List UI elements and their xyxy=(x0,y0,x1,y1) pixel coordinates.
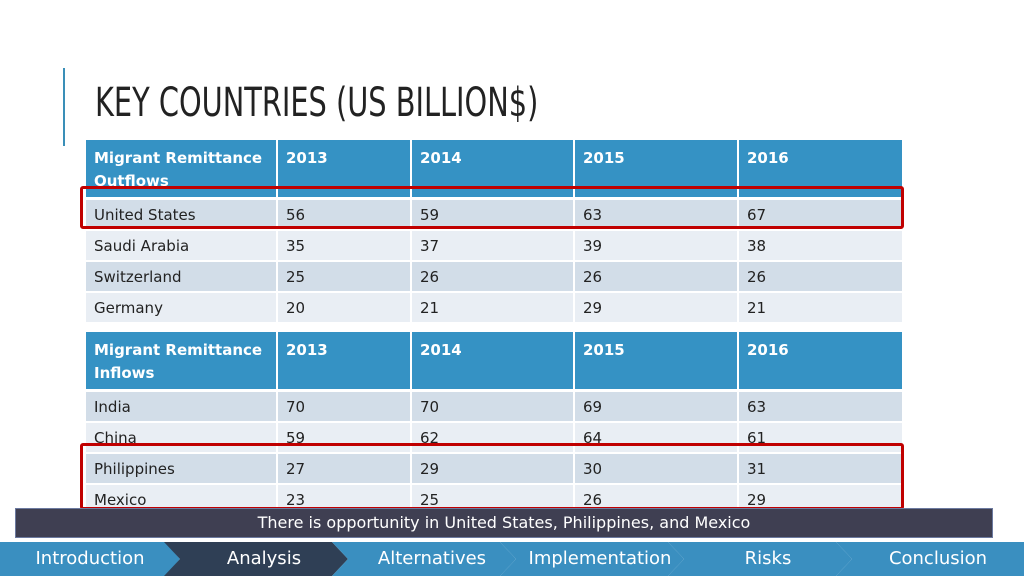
nav-step-label: Alternatives xyxy=(377,548,487,569)
nav-step-label: Implementation xyxy=(528,548,672,569)
outflows-table: Migrant Remittance Outflows 2013 2014 20… xyxy=(86,140,902,324)
value-cell: 27 xyxy=(278,454,412,485)
value-cell: 29 xyxy=(412,454,575,485)
value-cell: 21 xyxy=(412,293,575,324)
value-cell: 31 xyxy=(739,454,902,485)
nav-step-analysis[interactable]: Analysis xyxy=(164,542,348,576)
nav-step-label: Analysis xyxy=(226,548,302,569)
value-cell: 67 xyxy=(739,200,902,231)
outflows-header-2016: 2016 xyxy=(739,140,902,200)
nav-step-label: Introduction xyxy=(35,548,145,569)
nav-step-shape xyxy=(500,542,684,576)
nav-step-shape xyxy=(0,542,180,576)
section-nav: Introduction Analysis Alternatives Imple… xyxy=(0,542,1024,576)
nav-step-shape xyxy=(836,542,1024,576)
title-accent-bar xyxy=(63,68,65,146)
value-cell: 69 xyxy=(575,392,739,423)
value-cell: 70 xyxy=(278,392,412,423)
value-cell: 39 xyxy=(575,231,739,262)
value-cell: 25 xyxy=(278,262,412,293)
value-cell: 21 xyxy=(739,293,902,324)
outflows-header-row: Migrant Remittance Outflows 2013 2014 20… xyxy=(86,140,902,200)
country-cell: Germany xyxy=(86,293,278,324)
country-cell: Saudi Arabia xyxy=(86,231,278,262)
table-row: Saudi Arabia 35 37 39 38 xyxy=(86,231,902,262)
nav-step-shape xyxy=(668,542,852,576)
value-cell: 30 xyxy=(575,454,739,485)
nav-step-shape xyxy=(164,542,348,576)
nav-step-label: Risks xyxy=(744,548,792,569)
inflows-header-2013: 2013 xyxy=(278,332,412,392)
table-row: Germany 20 21 29 21 xyxy=(86,293,902,324)
value-cell: 70 xyxy=(412,392,575,423)
country-cell: United States xyxy=(86,200,278,231)
value-cell: 59 xyxy=(278,423,412,454)
value-cell: 63 xyxy=(739,392,902,423)
value-cell: 35 xyxy=(278,231,412,262)
nav-step-implementation[interactable]: Implementation xyxy=(500,542,684,576)
value-cell: 59 xyxy=(412,200,575,231)
country-cell: China xyxy=(86,423,278,454)
value-cell: 56 xyxy=(278,200,412,231)
table-row: India 70 70 69 63 xyxy=(86,392,902,423)
inflows-table: Migrant Remittance Inflows 2013 2014 201… xyxy=(86,332,902,516)
value-cell: 26 xyxy=(412,262,575,293)
value-cell: 64 xyxy=(575,423,739,454)
value-cell: 63 xyxy=(575,200,739,231)
table-row: Switzerland 25 26 26 26 xyxy=(86,262,902,293)
table-row: Philippines 27 29 30 31 xyxy=(86,454,902,485)
outflows-header-2015: 2015 xyxy=(575,140,739,200)
outflows-header-label: Migrant Remittance Outflows xyxy=(86,140,278,200)
conclusion-banner: There is opportunity in United States, P… xyxy=(15,508,993,538)
value-cell: 37 xyxy=(412,231,575,262)
inflows-header-2014: 2014 xyxy=(412,332,575,392)
nav-step-introduction[interactable]: Introduction xyxy=(0,542,180,576)
inflows-header-2015: 2015 xyxy=(575,332,739,392)
nav-step-shape xyxy=(332,542,516,576)
nav-step-label: Conclusion xyxy=(888,548,988,569)
nav-step-conclusion[interactable]: Conclusion xyxy=(836,542,1024,576)
value-cell: 20 xyxy=(278,293,412,324)
value-cell: 61 xyxy=(739,423,902,454)
outflows-header-2013: 2013 xyxy=(278,140,412,200)
outflows-header-2014: 2014 xyxy=(412,140,575,200)
country-cell: India xyxy=(86,392,278,423)
inflows-header-2016: 2016 xyxy=(739,332,902,392)
value-cell: 62 xyxy=(412,423,575,454)
value-cell: 29 xyxy=(575,293,739,324)
inflows-header-row: Migrant Remittance Inflows 2013 2014 201… xyxy=(86,332,902,392)
value-cell: 26 xyxy=(575,262,739,293)
page-title: KEY COUNTRIES (US BILLION$) xyxy=(95,80,539,126)
country-cell: Switzerland xyxy=(86,262,278,293)
table-row: United States 56 59 63 67 xyxy=(86,200,902,231)
nav-step-alternatives[interactable]: Alternatives xyxy=(332,542,516,576)
nav-step-risks[interactable]: Risks xyxy=(668,542,852,576)
inflows-header-label: Migrant Remittance Inflows xyxy=(86,332,278,392)
value-cell: 38 xyxy=(739,231,902,262)
country-cell: Philippines xyxy=(86,454,278,485)
table-row: China 59 62 64 61 xyxy=(86,423,902,454)
value-cell: 26 xyxy=(739,262,902,293)
